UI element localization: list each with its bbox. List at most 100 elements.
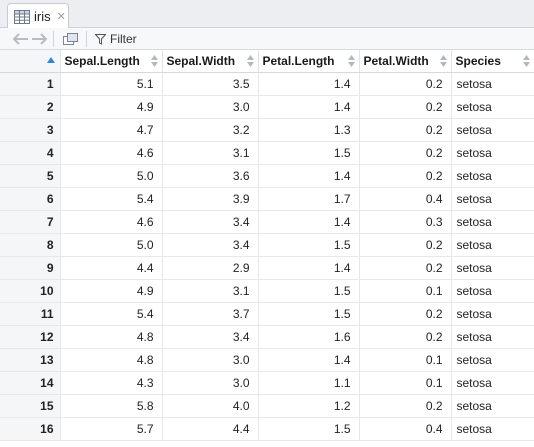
table-row[interactable]: 16 5.7 4.4 1.5 0.4 setosa [0,417,534,441]
cell-petal-length: 1.4 [258,210,360,234]
toolbar-separator [86,31,87,47]
tab-iris[interactable]: iris ✕ [7,3,69,29]
cell-petal-width: 0.2 [359,325,452,349]
column-header[interactable]: Sepal.Width [162,50,259,73]
row-number: 14 [0,371,61,395]
row-number: 7 [0,210,61,234]
column-header[interactable]: Petal.Length [258,50,360,73]
cell-species: setosa [451,348,534,372]
cell-sepal-width: 3.0 [162,348,259,372]
cell-species: setosa [451,394,534,418]
row-number: 9 [0,256,61,280]
table-row[interactable]: 12 4.8 3.4 1.6 0.2 setosa [0,325,534,349]
data-grid: Sepal.Length Sepal.Width Petal.Length Pe… [0,50,534,441]
column-header[interactable]: Petal.Width [359,50,452,73]
cell-sepal-width: 3.1 [162,279,259,303]
cell-petal-length: 1.2 [258,394,360,418]
cell-petal-width: 0.2 [359,302,452,326]
row-number: 12 [0,325,61,349]
column-header[interactable]: Sepal.Length [60,50,163,73]
column-header-label: Sepal.Width [166,54,236,68]
table-row[interactable]: 11 5.4 3.7 1.5 0.2 setosa [0,302,534,326]
cell-petal-length: 1.5 [258,233,360,257]
table-row[interactable]: 2 4.9 3.0 1.4 0.2 setosa [0,95,534,119]
back-arrow-icon[interactable] [12,31,30,47]
column-header-label: Petal.Width [363,54,429,68]
cell-sepal-width: 3.7 [162,302,259,326]
cell-species: setosa [451,325,534,349]
sort-icon [150,55,158,67]
row-number: 15 [0,394,61,418]
cell-species: setosa [451,210,534,234]
table-row[interactable]: 1 5.1 3.5 1.4 0.2 setosa [0,72,534,96]
table-row[interactable]: 3 4.7 3.2 1.3 0.2 setosa [0,118,534,142]
toolbar-separator [53,31,54,47]
cell-petal-length: 1.3 [258,118,360,142]
cell-species: setosa [451,187,534,211]
row-number: 16 [0,417,61,441]
column-header[interactable]: Species [451,50,534,73]
cell-petal-width: 0.4 [359,187,452,211]
cell-species: setosa [451,279,534,303]
popout-window-icon[interactable] [62,31,80,47]
table-row[interactable]: 6 5.4 3.9 1.7 0.4 setosa [0,187,534,211]
cell-petal-width: 0.2 [359,164,452,188]
cell-petal-width: 0.2 [359,95,452,119]
row-number: 4 [0,141,61,165]
table-row[interactable]: 8 5.0 3.4 1.5 0.2 setosa [0,233,534,257]
cell-species: setosa [451,141,534,165]
table-row[interactable]: 13 4.8 3.0 1.4 0.1 setosa [0,348,534,372]
row-number: 1 [0,72,61,96]
table-row[interactable]: 14 4.3 3.0 1.1 0.1 setosa [0,371,534,395]
cell-sepal-width: 3.1 [162,141,259,165]
cell-sepal-width: 3.4 [162,210,259,234]
filter-button[interactable]: Filter [95,31,137,47]
row-number: 11 [0,302,61,326]
row-number: 13 [0,348,61,372]
cell-sepal-length: 4.6 [60,141,163,165]
cell-petal-width: 0.2 [359,233,452,257]
cell-sepal-width: 4.0 [162,394,259,418]
cell-petal-length: 1.1 [258,371,360,395]
table-row[interactable]: 9 4.4 2.9 1.4 0.2 setosa [0,256,534,280]
cell-petal-width: 0.1 [359,371,452,395]
cell-species: setosa [451,371,534,395]
filter-label: Filter [110,32,137,46]
cell-species: setosa [451,233,534,257]
cell-petal-length: 1.5 [258,279,360,303]
cell-sepal-width: 3.9 [162,187,259,211]
tab-label: iris [34,9,51,24]
row-number-header[interactable] [0,50,61,73]
table-row[interactable]: 15 5.8 4.0 1.2 0.2 setosa [0,394,534,418]
cell-species: setosa [451,118,534,142]
table-row[interactable]: 4 4.6 3.1 1.5 0.2 setosa [0,141,534,165]
table-row[interactable]: 7 4.6 3.4 1.4 0.3 setosa [0,210,534,234]
toolbar: Filter [0,28,534,50]
cell-petal-width: 0.1 [359,348,452,372]
cell-petal-length: 1.5 [258,141,360,165]
sort-ascending-icon [47,57,55,63]
cell-sepal-length: 5.0 [60,164,163,188]
cell-petal-width: 0.1 [359,279,452,303]
cell-petal-length: 1.5 [258,417,360,441]
table-row[interactable]: 10 4.9 3.1 1.5 0.1 setosa [0,279,534,303]
row-number: 3 [0,118,61,142]
cell-species: setosa [451,302,534,326]
cell-sepal-width: 3.0 [162,371,259,395]
cell-species: setosa [451,72,534,96]
cell-petal-width: 0.2 [359,72,452,96]
cell-sepal-length: 4.8 [60,325,163,349]
forward-arrow-icon[interactable] [30,31,48,47]
cell-petal-length: 1.4 [258,348,360,372]
cell-sepal-width: 4.4 [162,417,259,441]
cell-sepal-length: 4.7 [60,118,163,142]
close-icon[interactable]: ✕ [56,11,66,23]
funnel-icon [95,33,106,45]
cell-petal-length: 1.6 [258,325,360,349]
sort-icon [522,55,530,67]
cell-sepal-length: 5.4 [60,187,163,211]
cell-petal-length: 1.4 [258,72,360,96]
table-row[interactable]: 5 5.0 3.6 1.4 0.2 setosa [0,164,534,188]
sort-icon [347,55,355,67]
cell-species: setosa [451,417,534,441]
